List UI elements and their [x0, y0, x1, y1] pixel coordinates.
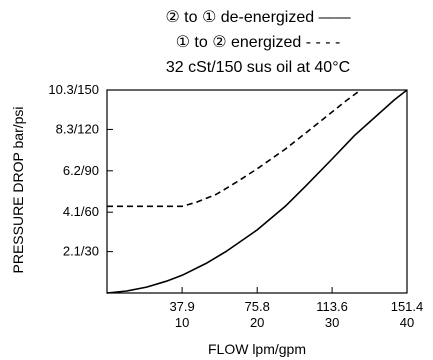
series-line-energized [107, 89, 362, 208]
x-tick-label-gpm: 20 [250, 315, 264, 330]
title-line-2: ① to ② energized - - - - [176, 34, 341, 51]
x-tick-label-lpm: 113.6 [316, 299, 348, 314]
x-tick-label-gpm: 30 [325, 315, 339, 330]
x-axis-label: FLOW lpm/gpm [208, 341, 306, 357]
plot-frame [106, 89, 408, 294]
title-line-1: ② to ① de-energized —— [165, 9, 350, 26]
y-tick-label: 10.3/150 [48, 82, 99, 97]
y-tick-label: 4.1/60 [63, 204, 99, 219]
title-line-3: 32 cSt/150 sus oil at 40°C [166, 59, 350, 76]
x-axis-ticks: 37.910 75.820 113.630 151.440 [169, 287, 423, 330]
y-tick-label: 8.3/120 [56, 121, 99, 136]
y-tick-label: 6.2/90 [63, 163, 99, 178]
x-tick-label-gpm: 10 [175, 315, 189, 330]
y-axis-ticks: 2.1/30 4.1/60 6.2/90 8.3/120 10.3/150 [48, 82, 113, 259]
chart-title: ② to ① de-energized —— ① to ② energized … [165, 9, 350, 76]
x-tick-label-gpm: 40 [400, 315, 414, 330]
y-axis-label: PRESSURE DROP bar/psi [10, 106, 26, 273]
series-line-de-energized [106, 89, 408, 294]
y-tick-label: 2.1/30 [63, 244, 99, 259]
x-tick-label-lpm: 75.8 [245, 299, 270, 314]
x-tick-label-lpm: 151.4 [391, 299, 424, 314]
x-tick-label-lpm: 37.9 [169, 299, 194, 314]
series-group [106, 89, 408, 294]
